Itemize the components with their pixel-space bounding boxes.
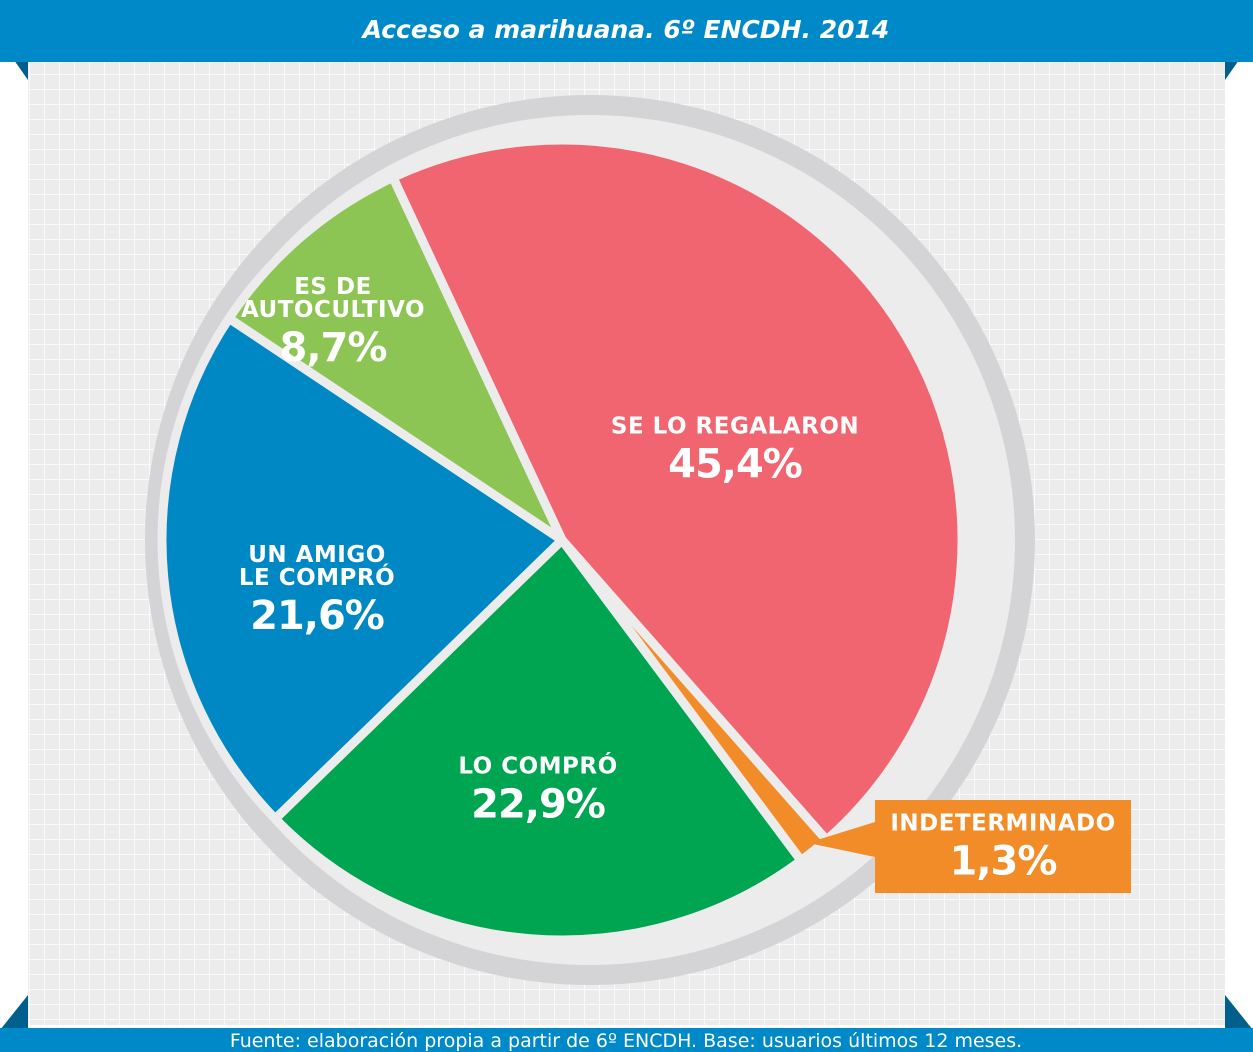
title-banner — [0, 0, 1253, 62]
callout-box — [875, 800, 1131, 893]
category-label: UN AMIGO LE COMPRÓ — [238, 542, 396, 591]
value-label: 22,9% — [471, 781, 606, 828]
fold — [0, 995, 28, 1030]
slice-label: UN AMIGO LE COMPRÓ 21,6% — [230, 542, 405, 639]
category-label: LO COMPRÓ — [458, 753, 618, 780]
slice-label: ES DE AUTOCULTIVO 8,7% — [228, 274, 438, 371]
callout-pointer — [807, 822, 875, 857]
slice-label: SE LO REGALARON 45,4% — [610, 413, 860, 488]
fold — [1225, 995, 1253, 1030]
value-label: 8,7% — [279, 325, 388, 371]
value-label: 45,4% — [668, 441, 803, 488]
slice-label: INDETERMINADO 1,3% — [890, 810, 1116, 885]
source-banner — [0, 1028, 1253, 1052]
value-label: 1,3% — [949, 838, 1058, 885]
chart-title: Acceso a marihuana. 6º ENCDH. 2014 — [361, 15, 890, 44]
category-label: ES DE AUTOCULTIVO — [240, 274, 426, 323]
slice-label: LO COMPRÓ 22,9% — [458, 753, 618, 828]
pie-slice — [270, 535, 806, 945]
source: Fuente: elaboración propia a partir de 6… — [230, 1030, 1022, 1052]
pie-slice — [157, 313, 567, 824]
category-label: INDETERMINADO — [890, 810, 1116, 837]
category-label: SE LO REGALARON — [610, 413, 860, 440]
pie-slice — [224, 172, 567, 545]
value-label: 21,6% — [250, 593, 385, 639]
pie-slice — [388, 135, 967, 845]
